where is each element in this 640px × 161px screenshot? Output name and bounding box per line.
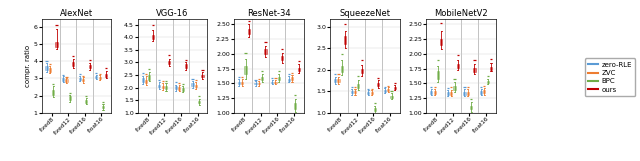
Bar [367,92,369,94]
Bar [99,77,100,79]
Bar [474,68,476,72]
Bar [440,38,442,45]
Bar [294,103,296,109]
Bar [394,87,396,89]
Bar [470,106,472,109]
Bar [158,85,161,87]
Bar [387,89,389,91]
Bar [182,88,184,91]
Bar [148,75,150,80]
Bar [390,96,392,98]
Bar [95,76,97,78]
Bar [185,64,187,68]
Bar [65,79,68,81]
Bar [450,92,452,95]
Bar [291,77,293,80]
Bar [68,96,71,100]
Bar [102,106,104,108]
Bar [430,91,433,94]
Bar [463,91,465,95]
Bar [72,62,74,66]
Bar [178,87,180,90]
Bar [52,90,54,95]
Bar [351,91,353,93]
Bar [79,78,81,80]
Bar [340,66,343,72]
Bar [490,67,492,70]
Bar [275,81,276,83]
Bar [480,91,482,94]
Bar [457,64,459,68]
Bar [145,80,147,83]
Bar [287,79,290,81]
Bar [62,78,64,80]
Bar [175,86,177,89]
Bar [238,81,240,84]
Bar [271,81,273,83]
Bar [248,29,250,34]
Bar [152,35,154,39]
Bar [334,79,336,82]
Bar [374,108,376,111]
Bar [168,61,170,64]
Title: ResNet-34: ResNet-34 [247,9,291,18]
Bar [258,83,260,84]
Title: VGG-16: VGG-16 [156,9,189,18]
Bar [261,77,263,80]
Bar [354,91,356,93]
Bar [278,77,280,80]
Bar [56,43,58,47]
Bar [165,86,167,89]
Bar [264,49,266,54]
Bar [161,86,164,88]
Bar [89,65,91,68]
Bar [49,68,51,72]
Bar [486,81,489,83]
Legend: zero-RLE, ZVC, BPC, ours: zero-RLE, ZVC, BPC, ours [584,58,636,96]
Bar [360,69,363,73]
Bar [141,78,144,82]
Bar [45,66,47,70]
Y-axis label: compr. ratio: compr. ratio [25,45,31,87]
Bar [198,101,200,103]
Bar [255,83,257,84]
Bar [244,66,246,74]
Bar [433,91,436,94]
Bar [357,84,360,88]
Bar [85,100,88,103]
Bar [281,56,283,60]
Bar [191,83,194,86]
Bar [337,79,339,82]
Bar [195,85,197,87]
Bar [82,79,84,81]
Bar [105,74,108,77]
Bar [384,90,386,92]
Bar [344,37,346,44]
Bar [298,68,300,71]
Bar [377,83,380,86]
Title: SqueezeNet: SqueezeNet [339,9,390,18]
Title: MobileNetV2: MobileNetV2 [435,9,488,18]
Bar [483,90,486,93]
Bar [447,92,449,95]
Bar [467,91,469,95]
Title: AlexNet: AlexNet [60,9,93,18]
Bar [453,86,456,90]
Bar [241,81,243,84]
Bar [437,71,439,79]
Bar [371,92,372,94]
Bar [202,75,204,77]
